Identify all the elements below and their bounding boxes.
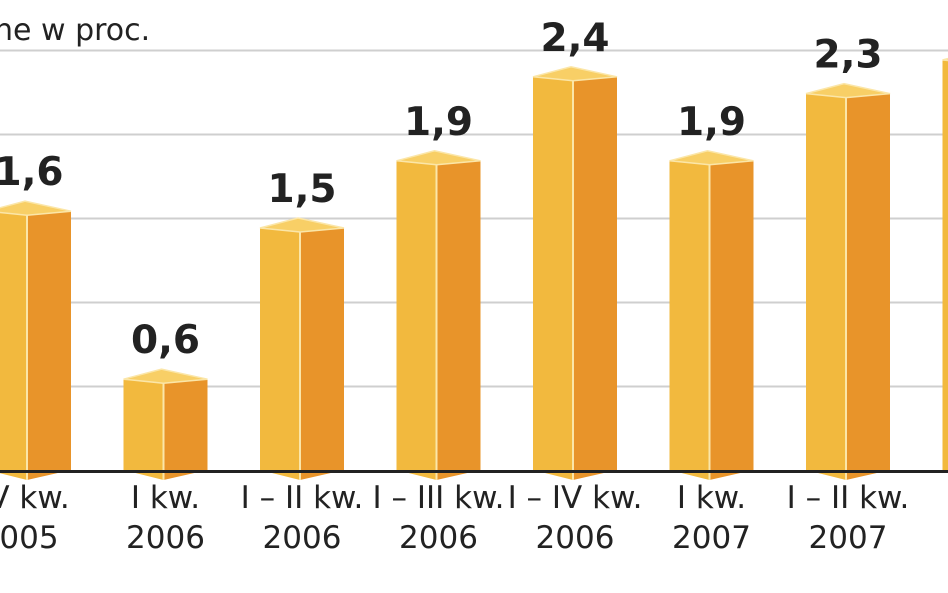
bar-top-face [532, 66, 618, 82]
bar-top-face [805, 82, 891, 99]
category-label-6-line1: I – II kw. [787, 480, 910, 516]
category-label-3-line1: I – III kw. [373, 480, 505, 516]
value-label-0: 1,6 [0, 150, 64, 195]
bar-side-face [163, 379, 208, 480]
category-label-1-line2: 2006 [126, 520, 205, 556]
bar-3 [396, 150, 481, 481]
bar-side-face [573, 76, 617, 481]
category-label-6-line2: 2007 [809, 520, 888, 556]
category-label-4-line1: I – IV kw. [508, 480, 643, 516]
bar-top-face [259, 217, 345, 233]
chart-title: ne w proc. [0, 13, 150, 48]
bar-side-face [709, 160, 754, 481]
bar-5 [669, 150, 754, 481]
value-label-6: 2,3 [813, 33, 882, 78]
bar-top-face [669, 150, 754, 166]
bar-front-face [806, 93, 846, 480]
category-label-5-line2: 2007 [672, 520, 751, 556]
bar-side-face [27, 211, 71, 480]
value-label-4: 2,4 [540, 16, 609, 61]
bar-1 [123, 368, 208, 480]
bar-front-face [123, 379, 164, 480]
bar-4 [532, 66, 618, 481]
value-label-5: 1,9 [677, 100, 746, 145]
bar-2 [259, 217, 345, 480]
bar-side-face [300, 228, 344, 480]
bar-7 [942, 57, 948, 472]
category-label-2-line2: 2006 [263, 520, 342, 556]
labels: 1,6 V kw. 005 0,6 I kw. 2006 1,5 I – II kw. 2006… [0, 16, 910, 556]
bar-6 [805, 82, 891, 480]
category-label-1-line1: I kw. [131, 480, 200, 516]
bar-top-face [123, 368, 208, 384]
bar-front-face [260, 228, 300, 480]
value-label-3: 1,9 [404, 100, 473, 145]
bar-front-face [0, 212, 27, 480]
bar-front-face [669, 160, 710, 481]
bar-top-face [396, 150, 481, 166]
value-label-1: 0,6 [131, 318, 200, 363]
bar-side-face [846, 93, 890, 480]
category-label-0-line2: 005 [0, 520, 59, 556]
category-label-4-line2: 2006 [536, 520, 615, 556]
bar-top-face [942, 57, 948, 62]
category-label-3-line2: 2006 [399, 520, 478, 556]
bar-side-face [436, 160, 481, 481]
bars [0, 57, 948, 481]
bar-top-face [0, 200, 72, 216]
value-label-2: 1,5 [267, 167, 336, 212]
bar-front-face [396, 160, 437, 481]
category-label-2-line1: I – II kw. [241, 480, 364, 516]
category-label-0-line1: V kw. [0, 480, 70, 516]
bar-front-face [942, 60, 948, 472]
bar-front-face [533, 76, 573, 481]
category-label-5-line1: I kw. [677, 480, 746, 516]
bar-0 [0, 200, 72, 480]
